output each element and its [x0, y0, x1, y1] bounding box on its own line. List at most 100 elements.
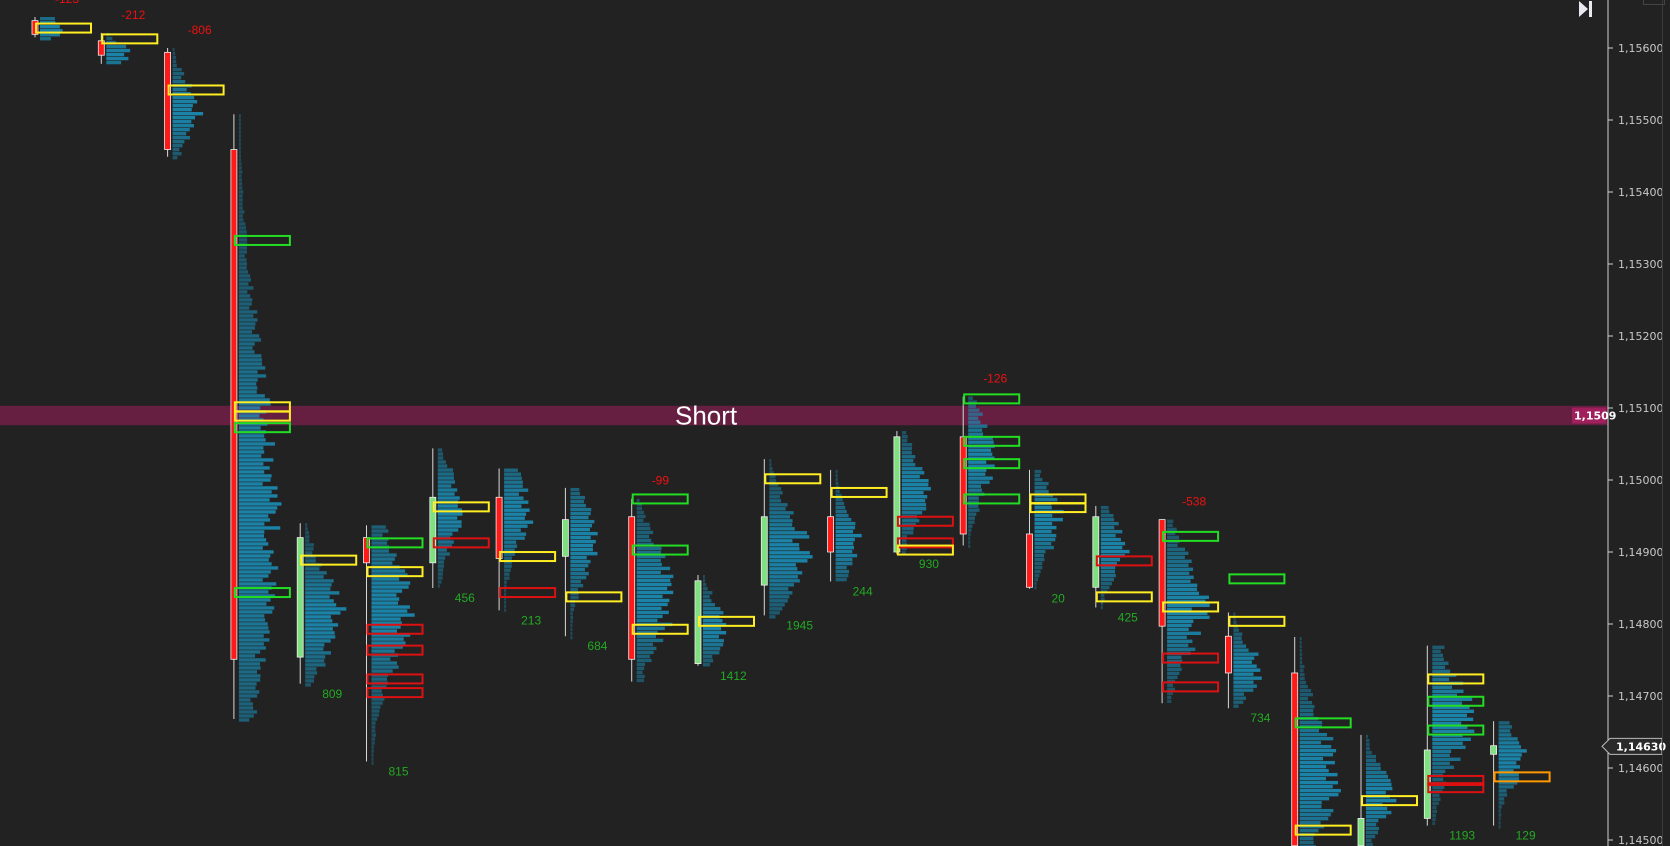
profile-bar	[1432, 701, 1462, 705]
profile-bar	[636, 558, 661, 563]
profile-bar	[238, 306, 250, 310]
imbalance-box-green	[963, 393, 1021, 405]
imbalance-box-green	[963, 458, 1021, 470]
profile-bar	[968, 396, 973, 400]
profile-bar	[769, 479, 777, 483]
profile-bar	[305, 535, 310, 539]
profile-bar	[1299, 788, 1341, 793]
profile-bar	[901, 499, 926, 503]
profile-bar	[172, 136, 190, 140]
profile-bar	[636, 498, 640, 503]
profile-bar	[968, 416, 979, 420]
profile-bar	[835, 557, 853, 562]
profile-bar	[172, 60, 177, 64]
profile-bar	[238, 402, 271, 406]
profile-bar	[835, 501, 845, 506]
profile-bar	[371, 689, 382, 693]
profile-bar	[1233, 676, 1262, 680]
profile-bar	[371, 641, 406, 645]
profile-bar	[1233, 656, 1255, 660]
profile-bar	[371, 529, 389, 533]
profile-bar	[968, 404, 976, 408]
profile-bar	[238, 538, 267, 542]
profile-bar	[238, 154, 241, 158]
profile-bar	[238, 338, 261, 342]
profile-bar	[172, 132, 187, 136]
profile-bar	[1299, 700, 1313, 705]
profile-bar	[238, 426, 261, 430]
profile-bar	[1233, 628, 1239, 632]
profile-bar	[371, 717, 378, 721]
profile-bar	[703, 579, 705, 583]
profile-bar	[703, 643, 724, 647]
profile-bar	[570, 559, 591, 564]
profile-bar	[703, 591, 713, 595]
profile-bar	[901, 539, 907, 543]
profile-bar	[437, 516, 458, 520]
profile-bar	[1233, 672, 1254, 676]
profile-bar	[968, 532, 971, 536]
profile-bar	[371, 677, 387, 681]
profile-bar	[636, 562, 662, 567]
profile-bar	[437, 520, 462, 524]
profile-bar	[1299, 736, 1334, 741]
profile-bar	[769, 587, 789, 591]
profile-bar	[305, 551, 313, 555]
profile-bar	[1299, 656, 1303, 661]
profile-bar	[901, 503, 927, 507]
profile-bar	[636, 586, 668, 591]
candle-body	[1026, 533, 1033, 588]
profile-bar	[305, 571, 327, 575]
profile-bar	[1100, 565, 1116, 570]
skip-to-end-icon[interactable]	[1576, 0, 1596, 18]
profile-bar	[1167, 519, 1174, 523]
profile-bar	[1299, 668, 1304, 673]
profile-bar	[1432, 749, 1452, 753]
profile-bar	[238, 570, 271, 574]
profile-bar	[504, 548, 515, 552]
profile-bar	[835, 469, 838, 474]
imbalance-box-yellow	[631, 623, 689, 635]
delta-label: -126	[983, 371, 1007, 385]
imbalance-box-yellow	[35, 22, 92, 34]
profile-bar	[238, 134, 241, 138]
profile-bar	[901, 459, 914, 463]
profile-bar	[636, 618, 658, 623]
profile-bar	[835, 513, 849, 518]
profile-bar	[636, 582, 672, 587]
profile-bar	[40, 33, 60, 37]
profile-bar	[238, 254, 245, 258]
price-axis[interactable]: 1,15600 1,15500 1,15400 1,15300 1,15200 1,151…	[1607, 0, 1664, 846]
profile-bar	[1299, 664, 1305, 669]
profile-bar	[437, 512, 463, 516]
profile-bar	[238, 158, 242, 162]
profile-bar	[371, 669, 393, 673]
profile-bar	[305, 651, 331, 655]
profile-bar	[1299, 740, 1321, 745]
profile-bar	[570, 619, 573, 624]
profile-bar	[305, 555, 316, 559]
profile-bar	[703, 611, 724, 615]
profile-bar	[901, 483, 929, 487]
profile-bar	[238, 302, 252, 306]
profile-bar	[437, 472, 454, 476]
profile-bar	[1034, 549, 1046, 554]
profile-bar	[504, 528, 521, 532]
profile-bar	[1299, 720, 1323, 725]
profile-bar	[371, 649, 395, 653]
profile-bar	[437, 572, 443, 576]
candle-body	[1158, 519, 1166, 627]
profile-bar	[106, 56, 129, 61]
axis-settings-button[interactable]	[1643, 0, 1665, 5]
zone-price-tag-label: 1,1509	[1574, 410, 1616, 423]
profile-bar	[636, 590, 674, 595]
profile-bar	[901, 431, 907, 435]
profile-bar	[769, 487, 782, 491]
profile-bar	[835, 569, 850, 574]
profile-bar	[1366, 838, 1372, 843]
axis-tick-label: 1,15000	[1618, 474, 1664, 487]
profile-bar	[437, 496, 460, 500]
profile-bar	[238, 678, 261, 682]
delta-label: 425	[1118, 610, 1138, 624]
